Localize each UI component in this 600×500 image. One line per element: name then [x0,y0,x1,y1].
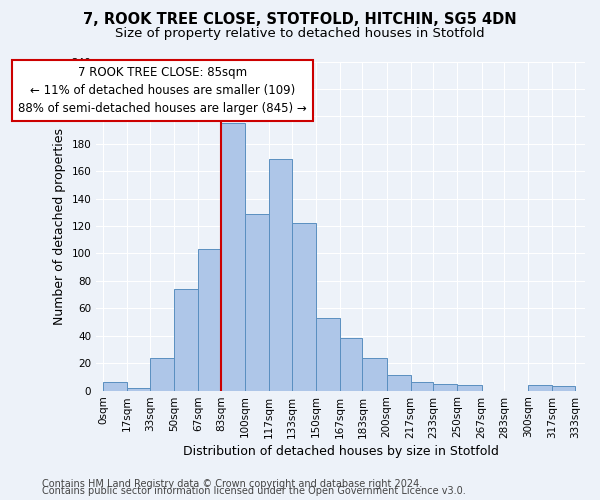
Bar [457,385,482,390]
Bar [174,289,198,390]
Bar [127,388,150,390]
Bar [269,159,292,390]
Bar [433,384,457,390]
Bar [198,250,221,390]
Text: 7, ROOK TREE CLOSE, STOTFOLD, HITCHIN, SG5 4DN: 7, ROOK TREE CLOSE, STOTFOLD, HITCHIN, S… [83,12,517,28]
Bar [410,382,433,390]
Text: Contains HM Land Registry data © Crown copyright and database right 2024.: Contains HM Land Registry data © Crown c… [42,479,422,489]
Bar [150,358,174,390]
Bar [103,382,127,390]
Text: 7 ROOK TREE CLOSE: 85sqm
← 11% of detached houses are smaller (109)
88% of semi-: 7 ROOK TREE CLOSE: 85sqm ← 11% of detach… [18,66,307,114]
Bar [340,338,362,390]
Text: Size of property relative to detached houses in Stotfold: Size of property relative to detached ho… [115,28,485,40]
Bar [292,224,316,390]
Text: Contains public sector information licensed under the Open Government Licence v3: Contains public sector information licen… [42,486,466,496]
Y-axis label: Number of detached properties: Number of detached properties [53,128,66,324]
Bar [316,318,340,390]
Bar [221,123,245,390]
Bar [386,376,410,390]
Bar [362,358,386,390]
Bar [529,385,553,390]
Bar [553,386,575,390]
X-axis label: Distribution of detached houses by size in Stotfold: Distribution of detached houses by size … [182,444,499,458]
Bar [245,214,269,390]
